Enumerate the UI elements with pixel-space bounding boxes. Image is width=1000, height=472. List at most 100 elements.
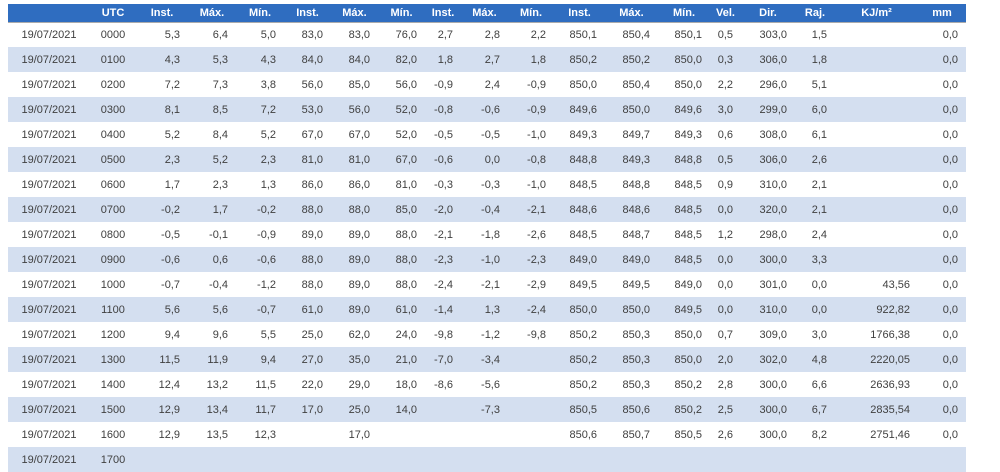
cell-value: 11,9	[207, 353, 228, 366]
cell-value: 850,3	[622, 378, 650, 391]
cell-value: 25,0	[348, 403, 370, 416]
cell-value: 310,0	[759, 303, 787, 316]
cell-value: 308,0	[759, 128, 787, 141]
cell-utc: 0300	[100, 103, 126, 116]
table-row-0700: 19/07/2021 0700 -0,2 1,7 -0,2 88,0 88,0 85,0 -2,…	[8, 197, 966, 222]
cell-value: 17,0	[348, 428, 370, 441]
cell-date: 19/07/2021	[21, 428, 77, 441]
cell-value: 35,0	[348, 353, 370, 366]
cell-value: 0,3	[717, 53, 733, 66]
cell-value: 0,0	[942, 353, 958, 366]
cell-value: -0,6	[481, 103, 500, 116]
cell-value: 13,2	[206, 378, 228, 391]
cell-value: 0,0	[942, 428, 958, 441]
cell-value: -1,2	[257, 278, 276, 291]
cell-value: 3,3	[811, 253, 827, 266]
cell-value: 89,0	[348, 278, 370, 291]
cell-value: 300,0	[759, 428, 787, 441]
cell-value: 89,0	[348, 253, 370, 266]
cell-value	[425, 422, 461, 447]
cell-date: 19/07/2021	[21, 403, 77, 416]
cell-value: 5,2	[260, 128, 276, 141]
cell-value: 5,6	[164, 303, 180, 316]
cell-value: 850,2	[569, 378, 597, 391]
cell-value: 0,0	[942, 103, 958, 116]
cell-value: 1,8	[437, 53, 453, 66]
cell-value: 849,5	[674, 303, 702, 316]
cell-value: 2,8	[717, 378, 733, 391]
cell-value: 11,5	[159, 353, 180, 366]
cell-value: 850,2	[674, 403, 702, 416]
cell-value: -8,6	[434, 378, 453, 391]
cell-value: 848,5	[674, 178, 702, 191]
cell-value: 849,3	[674, 128, 702, 141]
cell-value: 849,5	[622, 278, 650, 291]
cell-value	[835, 122, 918, 147]
cell-value: 21,0	[395, 353, 417, 366]
cell-value: 850,0	[622, 103, 650, 116]
table-header-row: UTC Inst. Máx. Mín. Inst. Máx. Mín. Inst. Máx. Mí…	[8, 4, 966, 23]
cell-value: 81,0	[348, 153, 370, 166]
cell-value: 850,2	[622, 53, 650, 66]
cell-value: 0,5	[717, 28, 733, 41]
cell-value: 850,0	[674, 78, 702, 91]
cell-value: 13,5	[206, 428, 228, 441]
cell-utc: 1100	[101, 303, 125, 316]
column-header-17-kj-m: KJ/m²	[835, 4, 918, 23]
cell-value: 302,0	[759, 353, 787, 366]
cell-value	[136, 447, 188, 472]
table-body: 19/07/2021 0000 5,3 6,4 5,0 83,0 83,0 76,0 2,7 2,…	[8, 22, 966, 472]
cell-date: 19/07/2021	[21, 328, 77, 341]
cell-value: 320,0	[759, 203, 787, 216]
cell-value: 61,0	[395, 303, 417, 316]
cell-utc: 0200	[100, 78, 126, 91]
table-row-1500: 19/07/2021 1500 12,9 13,4 11,7 17,0 25,0 14,0 -7…	[8, 397, 966, 422]
table-row-1100: 19/07/2021 1100 5,6 5,6 -0,7 61,0 89,0 61,0 -1,4…	[8, 297, 966, 322]
cell-value: 0,0	[942, 253, 958, 266]
cell-value: -1,8	[481, 228, 500, 241]
column-header-2-inst: Inst.	[136, 4, 188, 23]
cell-value: 299,0	[759, 103, 787, 116]
cell-value: 9,4	[164, 328, 180, 341]
column-header-9-m-x: Máx.	[461, 4, 508, 23]
cell-date: 19/07/2021	[21, 278, 77, 291]
cell-value: 17,0	[301, 403, 323, 416]
cell-value: -2,9	[527, 278, 546, 291]
cell-value: -1,0	[481, 253, 500, 266]
cell-value: 1,3	[260, 178, 276, 191]
cell-value: -0,3	[481, 178, 500, 191]
cell-value	[835, 447, 918, 472]
cell-value: 848,8	[569, 153, 597, 166]
cell-value: 1,5	[811, 28, 827, 41]
cell-value: 22,0	[301, 378, 323, 391]
table-row-0300: 19/07/2021 0300 8,1 8,5 7,2 53,0 56,0 52,0 -0,8 -…	[8, 97, 966, 122]
cell-value: 0,0	[942, 53, 958, 66]
cell-value: 0,0	[942, 128, 958, 141]
cell-value: 850,0	[569, 303, 597, 316]
cell-value: -0,7	[257, 303, 276, 316]
cell-value: -0,9	[527, 78, 546, 91]
table-row-1300: 19/07/2021 1300 11,5 11,9 9,4 27,0 35,0 21,0 -7,…	[8, 347, 966, 372]
cell-value: -0,1	[209, 228, 228, 241]
cell-value: -0,6	[161, 253, 180, 266]
column-header-18-mm: mm	[918, 4, 966, 23]
cell-value: 1,7	[164, 178, 180, 191]
cell-value: 13,4	[206, 403, 228, 416]
cell-value: 81,0	[395, 178, 417, 191]
cell-value: 296,0	[759, 78, 787, 91]
cell-value: 56,0	[395, 78, 417, 91]
cell-value: 12,3	[254, 428, 276, 441]
cell-value: 310,0	[759, 178, 787, 191]
cell-value: 298,0	[759, 228, 787, 241]
cell-value: 850,2	[569, 353, 597, 366]
cell-value	[425, 447, 461, 472]
cell-value	[554, 447, 605, 472]
cell-value	[658, 447, 710, 472]
cell-value	[605, 447, 658, 472]
cell-value: 2,7	[437, 28, 453, 41]
cell-value: -0,9	[434, 78, 453, 91]
cell-value: -0,6	[434, 153, 453, 166]
cell-value: -0,9	[257, 228, 276, 241]
cell-value	[236, 447, 284, 472]
cell-value: -2,3	[434, 253, 453, 266]
